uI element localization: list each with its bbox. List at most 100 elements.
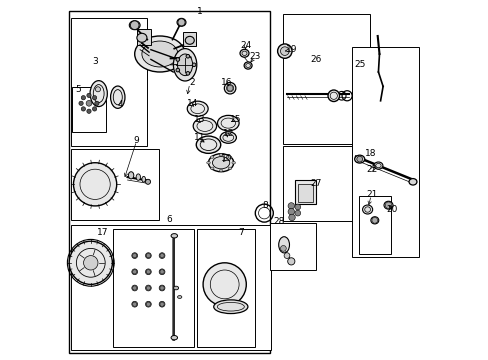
Bar	[183, 32, 196, 46]
Circle shape	[277, 44, 291, 58]
Text: 26: 26	[310, 55, 322, 64]
Text: 16: 16	[220, 78, 232, 87]
Circle shape	[284, 253, 289, 258]
Text: 4: 4	[117, 100, 123, 109]
Bar	[72, 87, 106, 132]
Text: 27: 27	[310, 179, 322, 188]
Ellipse shape	[132, 253, 137, 258]
Circle shape	[160, 253, 164, 258]
Circle shape	[132, 270, 137, 274]
Ellipse shape	[373, 162, 382, 169]
Ellipse shape	[132, 301, 137, 307]
Bar	[71, 18, 146, 146]
Ellipse shape	[185, 36, 194, 44]
Text: 12: 12	[222, 129, 234, 138]
Circle shape	[81, 95, 85, 100]
Ellipse shape	[136, 174, 140, 180]
Circle shape	[92, 107, 97, 111]
Circle shape	[73, 163, 117, 206]
Text: 1: 1	[196, 7, 202, 16]
Ellipse shape	[177, 296, 182, 298]
Ellipse shape	[128, 172, 134, 179]
Bar	[297, 184, 312, 202]
Circle shape	[83, 256, 98, 270]
Text: 20: 20	[386, 205, 397, 214]
Circle shape	[132, 286, 137, 290]
Ellipse shape	[408, 179, 416, 185]
Text: 23: 23	[249, 53, 261, 62]
Circle shape	[81, 107, 85, 111]
Bar	[283, 146, 369, 221]
Ellipse shape	[228, 167, 231, 170]
Circle shape	[203, 263, 246, 306]
Circle shape	[287, 208, 294, 215]
Ellipse shape	[145, 285, 151, 291]
Circle shape	[95, 101, 99, 105]
Ellipse shape	[110, 86, 125, 108]
Circle shape	[287, 258, 294, 265]
Bar	[283, 14, 369, 144]
Ellipse shape	[187, 101, 208, 116]
Text: 28: 28	[272, 217, 284, 226]
Text: 19: 19	[285, 45, 296, 54]
Ellipse shape	[171, 234, 177, 238]
Circle shape	[385, 202, 391, 208]
Ellipse shape	[132, 285, 137, 291]
Text: 11: 11	[193, 133, 205, 142]
Circle shape	[294, 210, 300, 216]
Ellipse shape	[231, 162, 235, 164]
Ellipse shape	[196, 136, 220, 153]
Ellipse shape	[206, 162, 210, 164]
Circle shape	[160, 270, 164, 274]
Ellipse shape	[210, 167, 214, 170]
Text: 24: 24	[240, 41, 251, 50]
Text: 18: 18	[364, 149, 375, 158]
Bar	[136, 29, 151, 45]
Circle shape	[227, 85, 232, 91]
Ellipse shape	[228, 156, 231, 158]
Text: 15: 15	[229, 115, 241, 124]
Circle shape	[176, 68, 179, 72]
Ellipse shape	[137, 33, 146, 42]
Circle shape	[146, 270, 150, 274]
Text: 13: 13	[193, 115, 205, 124]
Ellipse shape	[383, 201, 392, 209]
Ellipse shape	[142, 41, 178, 67]
Circle shape	[132, 302, 137, 306]
Circle shape	[95, 87, 101, 92]
Circle shape	[288, 214, 295, 221]
Bar	[69, 11, 270, 353]
Bar	[71, 225, 270, 350]
Ellipse shape	[90, 81, 107, 107]
Circle shape	[160, 286, 164, 290]
Text: 25: 25	[353, 60, 365, 69]
Circle shape	[145, 179, 150, 184]
Ellipse shape	[224, 82, 235, 94]
Ellipse shape	[173, 49, 196, 81]
Circle shape	[287, 203, 294, 209]
Ellipse shape	[278, 237, 289, 253]
Circle shape	[294, 204, 300, 210]
Ellipse shape	[145, 253, 151, 258]
Circle shape	[92, 95, 97, 100]
Ellipse shape	[134, 36, 185, 72]
Bar	[197, 229, 254, 347]
Ellipse shape	[171, 336, 177, 340]
Text: 21: 21	[366, 190, 377, 199]
Bar	[269, 223, 316, 270]
Circle shape	[69, 241, 112, 284]
Circle shape	[178, 19, 185, 26]
Circle shape	[132, 253, 137, 258]
Ellipse shape	[177, 54, 192, 76]
Ellipse shape	[159, 301, 164, 307]
Ellipse shape	[220, 132, 236, 143]
Ellipse shape	[208, 154, 233, 172]
Circle shape	[146, 253, 150, 258]
Ellipse shape	[173, 286, 178, 290]
Text: 10: 10	[220, 154, 232, 163]
Circle shape	[79, 101, 83, 105]
Bar	[358, 196, 390, 254]
Ellipse shape	[213, 300, 247, 314]
Circle shape	[186, 54, 189, 58]
Ellipse shape	[193, 118, 216, 134]
